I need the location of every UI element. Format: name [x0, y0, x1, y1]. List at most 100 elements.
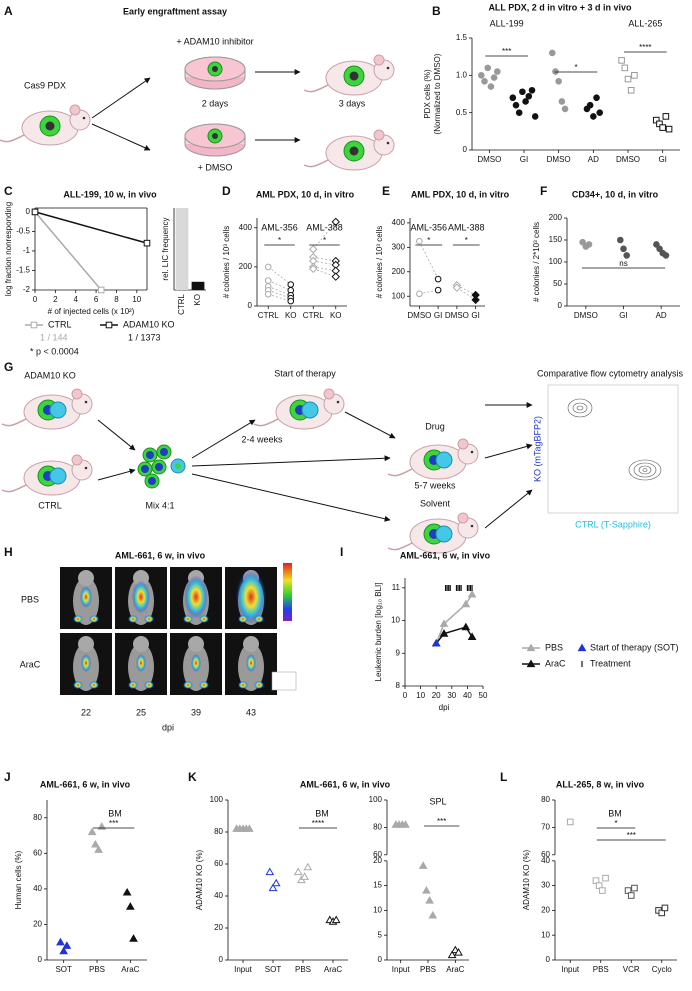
data-point	[490, 74, 498, 81]
mouse-head	[133, 636, 149, 652]
cell-mix	[137, 444, 186, 489]
y-tick-label: 60	[33, 848, 42, 857]
chart-subtitle: BM	[315, 808, 329, 818]
y-tick-label: 70	[541, 823, 550, 832]
data-point	[91, 839, 100, 848]
arrow	[191, 473, 391, 522]
y-tick-label: 9	[396, 648, 401, 657]
chart-title: ALL-199, 10 w, in vivo	[63, 189, 157, 199]
data-point	[558, 98, 566, 105]
axis-label: KO (mTagBFP2)	[532, 416, 542, 482]
y-axis-label: rel. LIC frequency	[161, 217, 170, 280]
time-label: 2-4 weeks	[241, 434, 283, 444]
chart-title: AML-661, 6 w, in vivo	[40, 779, 131, 789]
y-tick-label: -1.5	[16, 266, 30, 275]
significance-label: ***	[502, 47, 511, 56]
group-label: CTRL	[38, 500, 62, 510]
series-line	[34, 211, 148, 244]
mouse-icon	[253, 388, 345, 430]
arrow	[97, 419, 136, 451]
time-label: 2 days	[202, 98, 229, 108]
x-tick-label: KO	[285, 311, 297, 320]
y-axis-label: log fraction nonresponding	[4, 202, 13, 296]
treatment-label: + DMSO	[198, 162, 233, 172]
y-tick-label: 100	[369, 795, 383, 804]
x-tick-label: KO	[193, 294, 202, 306]
panel-a-title: Early engraftment assay	[123, 6, 227, 16]
arrow	[484, 489, 533, 529]
mouse-icon	[303, 129, 395, 171]
legend-label: Start of therapy (SOT)	[590, 642, 679, 652]
arrow	[97, 468, 136, 481]
signal	[73, 615, 83, 623]
data-point	[105, 321, 113, 329]
data-point	[620, 245, 627, 253]
panel-label: H	[4, 545, 13, 559]
data-point	[662, 113, 670, 120]
y-tick-label: 400	[392, 218, 406, 227]
legend-label: ADAM10 KO	[123, 319, 175, 329]
x-tick-label: 10	[416, 691, 425, 700]
y-tick-label: 400	[239, 223, 253, 232]
pair-line	[268, 286, 291, 296]
significance-label: ***	[627, 831, 636, 840]
pair-line	[419, 241, 439, 280]
dish-icon	[184, 123, 246, 157]
data-point	[621, 64, 629, 72]
y-tick-label: 100	[549, 257, 563, 266]
data-point	[494, 68, 501, 75]
y-tick-label: 8	[396, 681, 401, 690]
significance-label: *	[278, 236, 281, 245]
legend-label: PBS	[545, 642, 563, 652]
y-tick-label: 0	[26, 207, 31, 216]
day-label: 43	[246, 707, 256, 717]
panel-label: I	[340, 545, 343, 559]
data-point	[596, 109, 604, 116]
panel-label: B	[432, 4, 441, 18]
data-point	[87, 827, 97, 836]
data-point	[525, 92, 533, 100]
pair-line	[456, 284, 476, 296]
annotation: * p < 0.0004	[30, 346, 79, 356]
signal	[144, 615, 154, 623]
signal	[128, 681, 138, 689]
day-label: 22	[81, 707, 91, 717]
y-axis-label: (Normalized to DMSO)	[433, 53, 442, 134]
y-tick-label: 80	[541, 795, 550, 804]
y-tick-label: 5	[378, 930, 383, 939]
data-point	[561, 105, 569, 113]
x-tick-label: AraC	[446, 965, 464, 974]
step-label: Start of therapy	[274, 368, 336, 378]
frequency-label: 1 / 1373	[128, 332, 161, 342]
data-point	[461, 622, 471, 631]
y-tick-label: 60	[214, 859, 223, 868]
signal	[132, 580, 150, 614]
x-tick-label: Input	[561, 965, 580, 974]
mouse-head	[78, 636, 94, 652]
data-point	[512, 101, 520, 109]
signal	[254, 681, 264, 689]
significance-label: *	[614, 819, 617, 828]
data-point	[416, 237, 423, 245]
mouse-icon	[387, 438, 479, 480]
series-line	[34, 211, 102, 291]
day-label: 25	[136, 707, 146, 717]
bar	[191, 281, 205, 290]
panel-label: D	[222, 184, 231, 198]
signal	[238, 681, 248, 689]
x-axis-label: dpi	[439, 703, 450, 712]
data-point	[467, 589, 477, 598]
arrow	[484, 443, 533, 459]
panel-label: A	[4, 4, 13, 18]
data-point	[552, 68, 559, 75]
significance-label: ***	[437, 817, 446, 826]
chart-title: AML PDX, 10 d, in vitro	[256, 189, 355, 199]
y-tick-label: 30	[541, 881, 550, 890]
x-tick-label: GI	[619, 311, 627, 320]
time-label: 5-7 weeks	[414, 480, 456, 490]
data-point	[627, 892, 635, 899]
data-point	[481, 78, 488, 85]
data-point	[618, 57, 625, 64]
y-tick-label: 0	[378, 955, 383, 964]
